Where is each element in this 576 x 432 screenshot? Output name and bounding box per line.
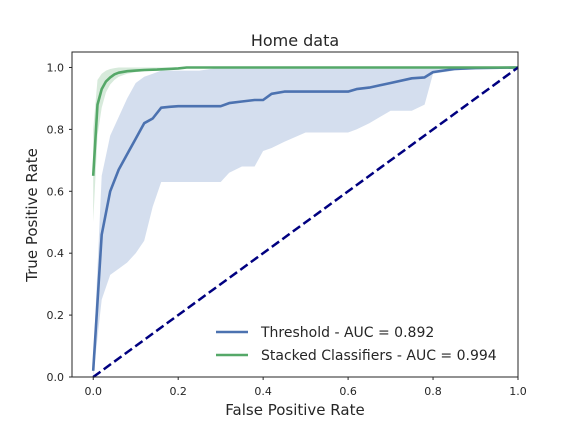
plot-frame [71,51,519,378]
y-axis-ticks: 0.0 0.2 0.4 0.6 0.8 1.0 [47,61,72,384]
series-lines [91,66,519,379]
y-axis-label: True Positive Rate [23,148,41,283]
x-tick-label: 0.2 [169,385,187,398]
x-tick-label: 0.8 [424,385,442,398]
legend-entry-1: Stacked Classifiers - AUC = 0.994 [261,348,497,364]
legend: Threshold - AUC = 0.892 Stacked Classifie… [216,325,497,364]
y-tick-label: 0.4 [47,247,65,260]
y-tick-label: 1.0 [47,61,65,74]
x-tick-label: 0.4 [254,385,272,398]
y-tick-label: 0.6 [47,185,65,198]
y-tick-label: 0.2 [47,309,65,322]
x-tick-label: 1.0 [509,385,527,398]
chart-title: Home data [251,31,339,50]
legend-entry-0: Threshold - AUC = 0.892 [260,325,434,341]
y-tick-label: 0.0 [47,371,65,384]
series-0-line [91,66,519,371]
x-axis-ticks: 0.0 0.2 0.4 0.6 0.8 1.0 [84,377,527,398]
x-tick-label: 0.0 [84,385,102,398]
x-axis-label: False Positive Rate [225,401,364,419]
y-tick-label: 0.8 [47,123,65,136]
confidence-bands [93,67,518,377]
x-tick-label: 0.6 [339,385,357,398]
series-1-line [91,66,518,176]
series-0-band [93,67,518,377]
diagonal-reference-line [92,66,519,379]
